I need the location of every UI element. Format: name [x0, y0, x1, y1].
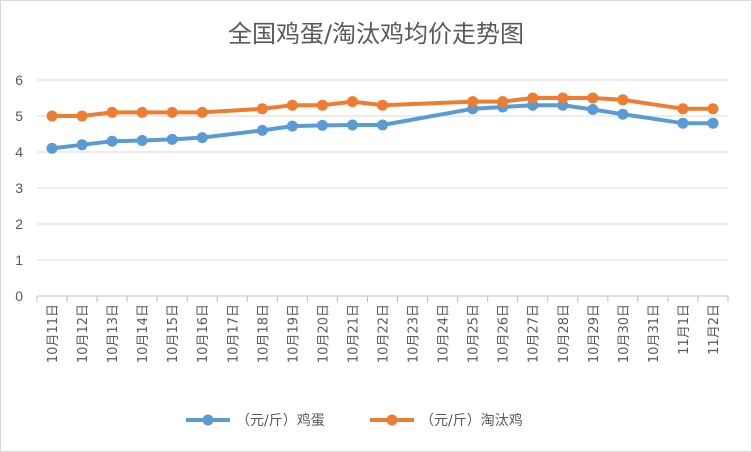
data-point — [377, 119, 388, 131]
x-tick-label: 10月12日 — [76, 304, 91, 363]
data-point — [256, 103, 268, 115]
data-point — [106, 135, 118, 147]
data-point — [346, 96, 358, 108]
x-tick-label: 10月31日 — [647, 304, 662, 363]
data-point — [76, 139, 88, 151]
data-point — [527, 92, 539, 104]
x-tick-label: 10月20日 — [316, 304, 331, 363]
y-tick-label: 1 — [15, 252, 23, 268]
legend-label-2: （元/斤）淘汰鸡 — [420, 412, 523, 429]
data-point — [166, 106, 178, 118]
legend-marker-1 — [202, 414, 214, 426]
x-tick-label: 10月18日 — [256, 304, 271, 363]
data-point — [196, 106, 208, 118]
data-point — [196, 132, 208, 144]
data-point — [557, 92, 569, 104]
data-point — [677, 117, 689, 129]
x-tick-label: 10月16日 — [196, 304, 211, 363]
x-tick-label: 10月29日 — [587, 304, 602, 363]
data-point — [256, 124, 268, 136]
data-point — [46, 110, 58, 122]
data-point — [707, 117, 719, 129]
y-tick-label: 6 — [15, 72, 23, 88]
y-tick-label: 0 — [15, 288, 23, 304]
legend-marker-2 — [386, 414, 398, 426]
data-point — [316, 99, 328, 111]
x-tick-label: 10月11日 — [46, 304, 61, 363]
x-tick-label: 10月21日 — [346, 304, 361, 363]
x-axis: 10月11日 10月12日 10月13日 10月14日 10月15日 10月16日 10月1… — [36, 296, 729, 363]
data-point — [106, 106, 118, 118]
data-point — [677, 103, 689, 115]
x-tick-label: 10月27日 — [527, 304, 542, 363]
legend: （元/斤）鸡蛋 （元/斤）淘汰鸡 — [186, 412, 523, 429]
x-tick-label: 10月22日 — [377, 304, 392, 363]
data-point — [136, 134, 148, 146]
data-point — [166, 133, 178, 145]
data-point — [286, 99, 298, 111]
y-axis-ticks: 0 1 2 3 4 5 6 — [15, 72, 23, 304]
x-tick-label: 10月25日 — [467, 304, 482, 363]
x-tick-label: 10月17日 — [226, 304, 241, 363]
gridlines — [37, 79, 728, 297]
x-tick-label: 10月24日 — [437, 304, 452, 363]
x-tick-label: 10月26日 — [497, 304, 512, 363]
data-point — [136, 106, 148, 118]
data-point — [316, 119, 328, 131]
data-point — [707, 103, 719, 115]
data-point — [46, 142, 58, 154]
data-point — [587, 92, 599, 104]
x-tick-label: 10月19日 — [286, 304, 301, 363]
y-tick-label: 5 — [15, 108, 23, 124]
data-point — [346, 119, 358, 131]
x-tick-label: 10月14日 — [136, 304, 151, 363]
x-tick-label: 11月1日 — [677, 304, 692, 355]
data-point — [617, 94, 629, 106]
y-tick-label: 2 — [15, 216, 23, 232]
x-tick-label: 10月23日 — [407, 304, 422, 363]
data-point — [467, 96, 479, 108]
x-tick-label: 10月15日 — [166, 304, 181, 363]
x-tick-label: 10月13日 — [106, 304, 121, 363]
x-tick-label: 10月28日 — [557, 304, 572, 363]
chart-title: 全国鸡蛋/淘汰鸡均价走势图 — [227, 20, 525, 48]
data-point — [587, 104, 599, 116]
y-tick-label: 3 — [15, 180, 23, 196]
series-layer — [46, 92, 719, 154]
data-point — [377, 99, 388, 111]
data-point — [286, 120, 298, 132]
x-tick-label: 11月2日 — [707, 304, 722, 355]
data-point — [497, 96, 509, 108]
data-point — [617, 108, 629, 120]
data-point — [76, 110, 88, 122]
legend-label-1: （元/斤）鸡蛋 — [236, 412, 325, 429]
y-tick-label: 4 — [15, 144, 23, 160]
x-tick-label: 10月30日 — [617, 304, 632, 363]
